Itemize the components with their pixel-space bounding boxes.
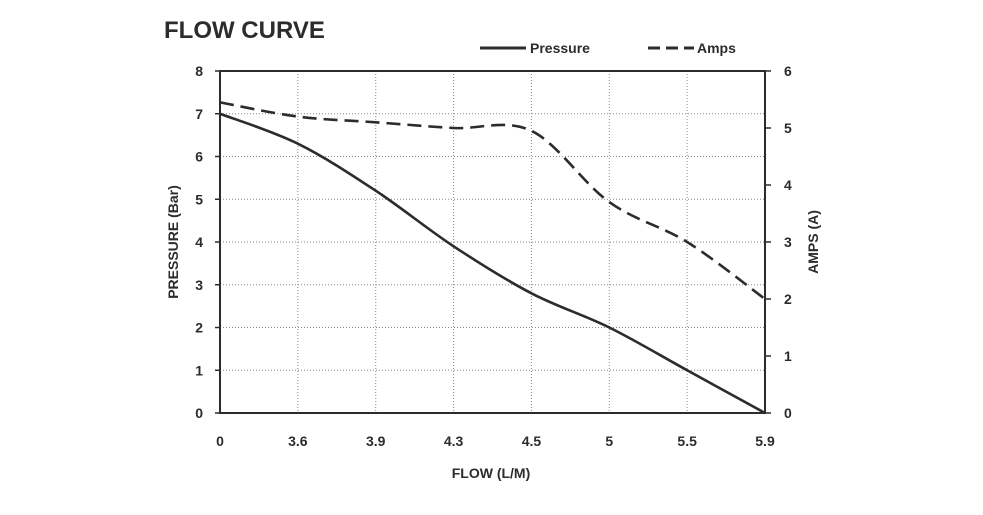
legend-pressure-label: Pressure (530, 40, 590, 56)
y-tick-label: 3 (195, 277, 203, 293)
y-tick-label: 4 (195, 234, 203, 250)
chart-title: FLOW CURVE (164, 17, 325, 44)
x-tick-label: 5.5 (677, 433, 697, 449)
y2-axis-label: AMPS (A) (805, 210, 821, 274)
y2-tick-label: 4 (784, 177, 792, 193)
legend-amps-label: Amps (697, 40, 736, 56)
x-tick-label: 4.5 (522, 433, 542, 449)
y2-tick-label: 3 (784, 234, 792, 250)
y-axis-label: PRESSURE (Bar) (165, 185, 181, 299)
x-tick-label: 3.6 (288, 433, 308, 449)
x-tick-label: 3.9 (366, 433, 386, 449)
y2-tick-label: 2 (784, 291, 792, 307)
x-tick-label: 5.9 (755, 433, 775, 449)
y2-tick-label: 5 (784, 120, 792, 136)
y2-tick-label: 1 (784, 348, 792, 364)
x-axis-label: FLOW (L/M) (452, 465, 531, 481)
y-tick-label: 8 (195, 63, 203, 79)
ticks-layer: 0 3.6 3.9 4.3 4.5 5 5.5 5.9 0 1 2 3 4 5 6 7 8 0 1 2 3 4 5 6 (195, 63, 792, 449)
y-tick-label: 0 (195, 405, 203, 421)
x-tick-label: 0 (216, 433, 224, 449)
y-tick-label: 7 (195, 106, 203, 122)
y-tick-label: 1 (195, 362, 203, 378)
series-line-pressure (219, 112, 766, 415)
y-tick-label: 2 (195, 320, 203, 336)
y2-tick-label: 6 (784, 63, 792, 79)
y-tick-label: 5 (195, 191, 203, 207)
x-tick-label: 4.3 (444, 433, 464, 449)
y-tick-label: 6 (195, 149, 203, 165)
series-line-amps (219, 101, 766, 301)
legend: Pressure Amps (480, 40, 736, 56)
y2-tick-label: 0 (784, 405, 792, 421)
x-tick-label: 5 (605, 433, 613, 449)
